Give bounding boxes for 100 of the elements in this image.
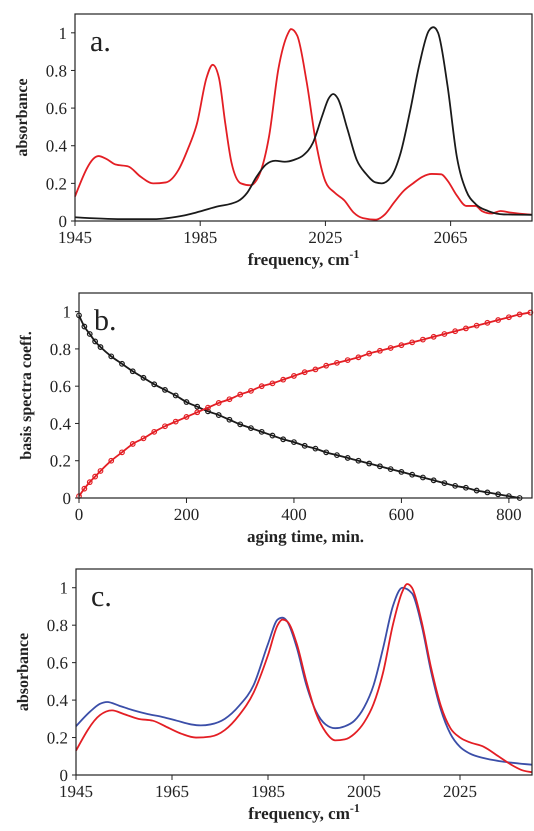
point — [495, 317, 502, 323]
point — [398, 469, 404, 475]
point — [226, 416, 232, 423]
annotation: b. — [94, 304, 116, 337]
x-tick-label: 400 — [281, 505, 307, 524]
point — [119, 449, 125, 456]
point — [92, 338, 98, 344]
x-tick-label: 1965 — [155, 782, 189, 801]
point — [119, 360, 125, 367]
point — [398, 342, 404, 348]
y-tick-label: 0.4 — [46, 691, 68, 710]
point — [430, 334, 437, 340]
point — [323, 362, 330, 369]
point — [452, 482, 458, 489]
y-tick-label: 0 — [58, 212, 67, 231]
point — [484, 320, 490, 326]
y-tick-label: 1 — [60, 578, 68, 598]
y-axis-title: absorbance — [15, 632, 32, 712]
point — [291, 373, 297, 379]
y-tick-label: 0.6 — [46, 99, 67, 118]
point — [194, 404, 200, 410]
point — [86, 331, 93, 337]
point — [130, 368, 136, 374]
point — [312, 366, 318, 372]
point — [140, 374, 146, 381]
point — [474, 488, 480, 494]
point — [409, 339, 416, 346]
point — [409, 472, 416, 478]
point — [216, 412, 222, 418]
point — [194, 409, 200, 416]
point — [205, 404, 211, 411]
point — [81, 324, 88, 330]
point — [86, 479, 93, 486]
point — [76, 493, 82, 500]
y-tick-label: 0.8 — [46, 616, 68, 636]
point — [430, 477, 437, 484]
point — [205, 408, 211, 414]
point — [81, 486, 88, 492]
x-tick-label: 2025 — [308, 228, 342, 247]
point — [420, 336, 426, 342]
point — [248, 388, 254, 394]
point — [226, 396, 232, 402]
x-tick-label: 1985 — [183, 228, 218, 247]
point — [516, 312, 523, 318]
point — [366, 350, 372, 356]
point — [270, 380, 276, 386]
point — [377, 348, 383, 354]
y-tick-label: 0 — [60, 766, 68, 785]
point — [184, 399, 190, 405]
point — [258, 428, 265, 435]
point — [506, 493, 512, 500]
point — [280, 376, 286, 383]
y-axis-title: basis spectra coeff. — [18, 331, 35, 460]
point — [291, 439, 297, 445]
y-tick-label: 0.2 — [46, 728, 68, 748]
x-axis-title: frequency, cm$^{-1}$ — [248, 247, 360, 269]
point — [442, 331, 448, 337]
point — [344, 455, 351, 461]
y-tick-label: 0.4 — [46, 136, 68, 156]
y-tick-label: 0.4 — [50, 414, 72, 434]
point — [474, 322, 480, 329]
y-tick-label: 0.2 — [50, 452, 71, 471]
y-axis-title: absorbance — [14, 78, 31, 157]
x-tick-label: 600 — [388, 505, 414, 524]
y-tick-label: 0.6 — [50, 377, 71, 396]
point — [108, 458, 114, 464]
point — [495, 491, 502, 498]
point — [527, 310, 534, 316]
point — [312, 446, 318, 452]
point — [356, 354, 362, 360]
point — [237, 421, 244, 428]
point — [280, 436, 286, 442]
point — [442, 480, 448, 486]
x-tick-label: 0 — [74, 505, 84, 524]
point — [98, 468, 104, 474]
x-tick-label: 2065 — [434, 228, 468, 247]
point — [98, 344, 104, 350]
x-tick-label: 1945 — [58, 228, 92, 247]
y-tick-label: 0.6 — [46, 654, 68, 673]
y-tick-label: 0.8 — [50, 340, 71, 359]
y-tick-label: 1 — [58, 24, 67, 43]
point — [151, 381, 158, 388]
point — [162, 387, 168, 393]
point — [302, 369, 308, 376]
point — [237, 392, 244, 398]
y-tick-label: 0 — [62, 489, 71, 508]
point — [184, 414, 190, 420]
point — [377, 463, 383, 470]
x-tick-label: 800 — [496, 505, 522, 524]
x-tick-label: 1985 — [251, 782, 285, 801]
point — [162, 423, 168, 430]
point — [172, 418, 179, 424]
annotation: c. — [91, 580, 112, 613]
point — [76, 312, 82, 318]
x-axis-title: aging time, min. — [246, 527, 364, 546]
point — [172, 392, 179, 398]
point — [323, 449, 330, 456]
point — [366, 460, 372, 466]
point — [108, 353, 114, 360]
point — [334, 452, 340, 458]
